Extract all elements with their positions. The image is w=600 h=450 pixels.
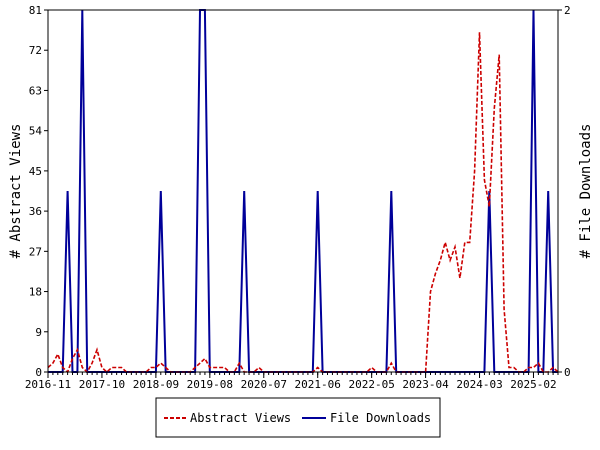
series-line-file-downloads xyxy=(48,9,558,373)
series-lines xyxy=(47,9,559,374)
x-axis-tick-label: 2023-04 xyxy=(402,378,449,391)
legend-box xyxy=(155,397,441,438)
right-axis-title: # File Downloads xyxy=(578,124,594,259)
right-axis-tick-label: 2 xyxy=(564,4,571,17)
x-axis-tick-label: 2018-09 xyxy=(133,378,179,391)
right-axis: 02 xyxy=(558,4,571,379)
x-axis: 2016-11 2017-10 2018-09 2019-08 2020-07 2021-… xyxy=(25,372,559,391)
left-axis-tick-label: 9 xyxy=(35,326,42,339)
legend-label-file-downloads: File Downloads xyxy=(330,411,431,425)
plot-area-border xyxy=(47,9,559,373)
x-axis-tick-label: 2017-10 xyxy=(79,378,125,391)
x-axis-tick-label: 2020-07 xyxy=(241,378,287,391)
left-axis-tick-label: 45 xyxy=(29,165,42,178)
left-axis-tick-label: 72 xyxy=(29,44,42,57)
x-axis-tick-label: 2016-11 xyxy=(25,378,71,391)
x-axis-tick-label: 2019-08 xyxy=(187,378,233,391)
series-line-abstract-views xyxy=(47,32,559,374)
x-axis-tick-label: 2021-06 xyxy=(295,378,341,391)
left-axis: 0 9 18 27 36 45 54 63 72 81 xyxy=(29,4,48,379)
left-axis-tick-label: 0 xyxy=(35,366,42,379)
left-axis-tick-label: 27 xyxy=(29,245,42,258)
legend-label-abstract-views: Abstract Views xyxy=(190,411,291,425)
left-axis-tick-label: 63 xyxy=(29,84,42,97)
x-axis-tick-label: 2022-05 xyxy=(348,378,394,391)
left-axis-tick-label: 81 xyxy=(29,4,42,17)
left-axis-tick-label: 54 xyxy=(29,125,43,138)
legend: Abstract Views File Downloads xyxy=(155,397,441,438)
left-axis-title: # Abstract Views xyxy=(8,124,24,259)
left-axis-tick-label: 36 xyxy=(29,205,42,218)
x-axis-tick-label: 2024-03 xyxy=(456,378,502,391)
left-axis-tick-label: 18 xyxy=(29,286,42,299)
right-axis-tick-label: 0 xyxy=(564,366,571,379)
x-axis-tick-label: 2025-02 xyxy=(510,378,556,391)
